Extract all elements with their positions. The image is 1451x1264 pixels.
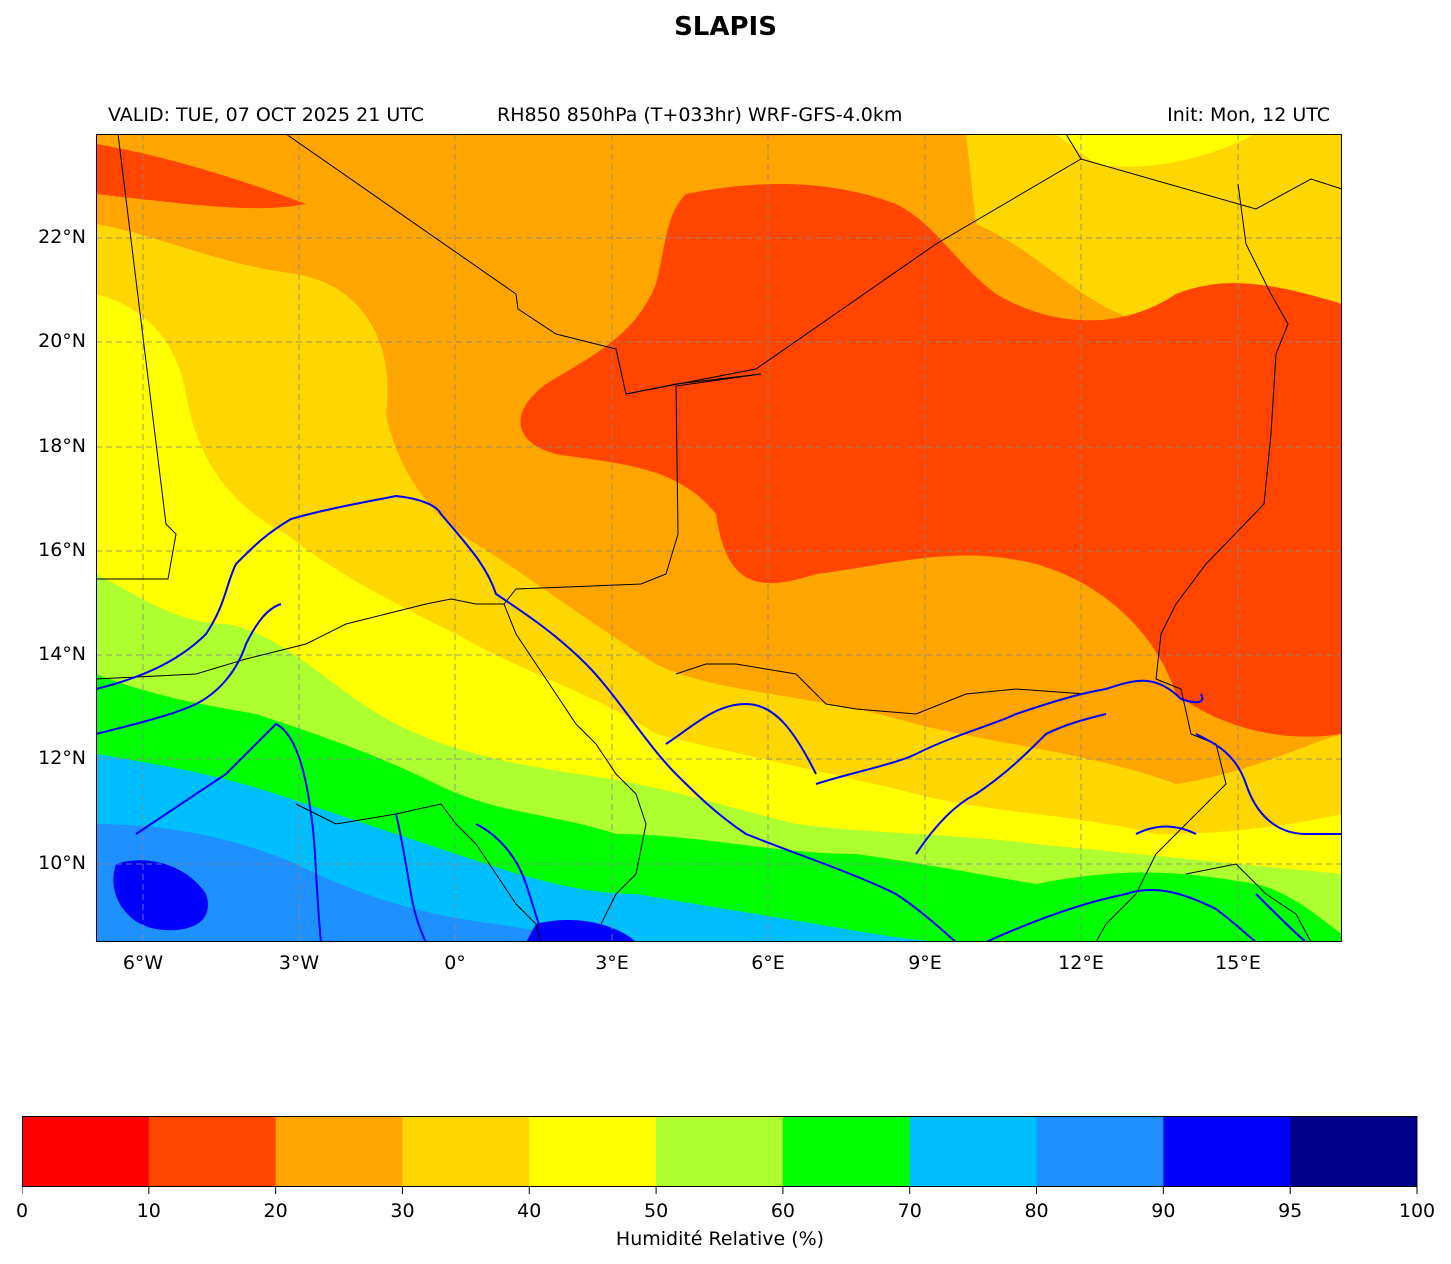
colorbar-tick-label: 70 — [897, 1200, 922, 1222]
colorbar-swatch — [529, 1116, 657, 1186]
colorbar-tick-label: 60 — [770, 1200, 795, 1222]
colorbar-tickmarks — [22, 1186, 1418, 1194]
colorbar-tick-label: 100 — [1398, 1200, 1436, 1222]
colorbar-frame — [22, 1116, 1417, 1187]
colorbar-swatch — [1290, 1116, 1418, 1186]
colorbar-swatch — [1163, 1116, 1291, 1186]
colorbar-swatch — [782, 1116, 911, 1186]
colorbar-tick-label: 40 — [517, 1200, 542, 1222]
rh-band-10-20 — [520, 184, 1342, 737]
rh-band-30-40-north — [966, 134, 1342, 327]
colorbar-tick-label: 50 — [643, 1200, 669, 1222]
lon-tick-6w: 6°W — [122, 952, 164, 974]
colorbar-swatch — [909, 1116, 1038, 1186]
init-time-label: Init: Mon, 12 UTC — [1167, 104, 1330, 126]
colorbar-tick-label: 95 — [1278, 1200, 1303, 1222]
valid-time-label: VALID: TUE, 07 OCT 2025 21 UTC — [108, 104, 424, 126]
lon-tick-6e: 6°E — [751, 952, 785, 974]
lon-tick-15e: 15°E — [1215, 952, 1261, 974]
rh-band-90-95-east — [526, 920, 636, 942]
colorbar-tick-label: 90 — [1151, 1200, 1176, 1222]
lon-tick-3w: 3°W — [278, 952, 320, 974]
colorbar-swatch — [22, 1116, 150, 1186]
lat-tick-16n: 16°N — [38, 539, 86, 561]
colorbar-tick-label: 0 — [15, 1200, 29, 1222]
rivers — [96, 494, 1342, 942]
colorbar — [22, 1116, 1418, 1194]
colorbar-swatches — [22, 1116, 1418, 1186]
colorbar-tick-label: 80 — [1024, 1200, 1049, 1222]
colorbar-tick-label: 20 — [263, 1200, 288, 1222]
colorbar-swatch — [656, 1116, 784, 1186]
lat-tick-18n: 18°N — [38, 435, 86, 457]
lon-tick-0: 0° — [444, 952, 466, 974]
colorbar-swatch — [1036, 1116, 1164, 1186]
map-frame — [96, 134, 1342, 942]
colorbar-swatch — [402, 1116, 530, 1186]
lat-tick-22n: 22°N — [38, 226, 86, 248]
colorbar-swatch — [275, 1116, 403, 1186]
lon-tick-3e: 3°E — [595, 952, 629, 974]
lat-tick-20n: 20°N — [38, 330, 86, 352]
colorbar-tick-label: 10 — [136, 1200, 161, 1222]
country-borders — [96, 134, 1342, 942]
plot-title: SLAPIS — [674, 12, 777, 42]
rh-band-40-50-north — [1056, 134, 1256, 167]
humidity-map — [96, 134, 1342, 942]
graticule — [96, 134, 1342, 942]
rh-band-90-95 — [113, 860, 208, 931]
field-description-label: RH850 850hPa (T+033hr) WRF-GFS-4.0km — [497, 104, 903, 126]
rh-band-10-20-northwest — [96, 144, 306, 209]
colorbar-swatch — [148, 1116, 277, 1186]
lat-tick-12n: 12°N — [38, 747, 86, 769]
lon-tick-12e: 12°E — [1058, 952, 1104, 974]
colorbar-label: Humidité Relative (%) — [615, 1228, 825, 1250]
lat-tick-14n: 14°N — [38, 643, 86, 665]
colorbar-tick-label: 30 — [390, 1200, 415, 1222]
rh-band-80-90 — [96, 824, 656, 942]
lon-tick-9e: 9°E — [908, 952, 942, 974]
lat-tick-10n: 10°N — [38, 852, 86, 874]
